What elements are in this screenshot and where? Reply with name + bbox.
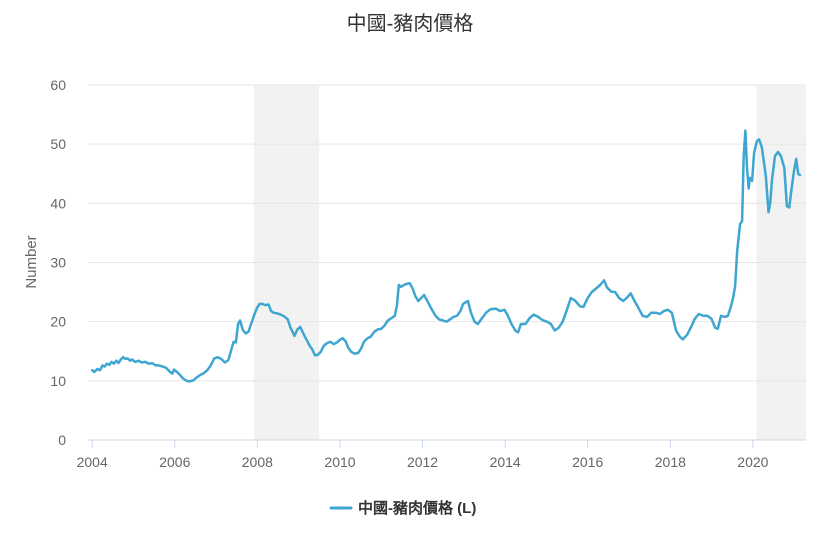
x-tick-label: 2020	[737, 454, 768, 470]
series-group	[90, 129, 802, 383]
y-tick-label: 30	[50, 255, 66, 271]
y-axis: 0 10 20 30 40 50 60	[50, 77, 66, 448]
x-axis: 2004 2006 2008 2010 2012 2014 2016 2018 2020	[77, 439, 806, 470]
x-tick-label: 2004	[77, 454, 108, 470]
y-tick-label: 60	[50, 77, 66, 93]
gridlines	[88, 84, 806, 382]
legend-label: 中國-豬肉價格 (L)	[358, 499, 476, 517]
x-tick-label: 2010	[324, 454, 355, 470]
chart-title: 中國-豬肉價格	[347, 12, 474, 35]
y-axis-label: Number	[23, 235, 40, 288]
x-tick-label: 2016	[572, 454, 603, 470]
x-tick-label: 2018	[655, 454, 686, 470]
y-tick-label: 40	[50, 195, 66, 211]
x-tick-label: 2012	[407, 454, 438, 470]
x-tick-label: 2014	[490, 454, 521, 470]
y-tick-label: 50	[50, 136, 66, 152]
x-tick-label: 2008	[242, 454, 273, 470]
y-tick-label: 20	[50, 314, 66, 330]
legend-item[interactable]: 中國-豬肉價格 (L)	[329, 499, 476, 517]
y-tick-label: 10	[50, 373, 66, 389]
series-line	[90, 129, 802, 383]
y-tick-label: 0	[58, 432, 66, 448]
x-tick-label: 2006	[159, 454, 190, 470]
